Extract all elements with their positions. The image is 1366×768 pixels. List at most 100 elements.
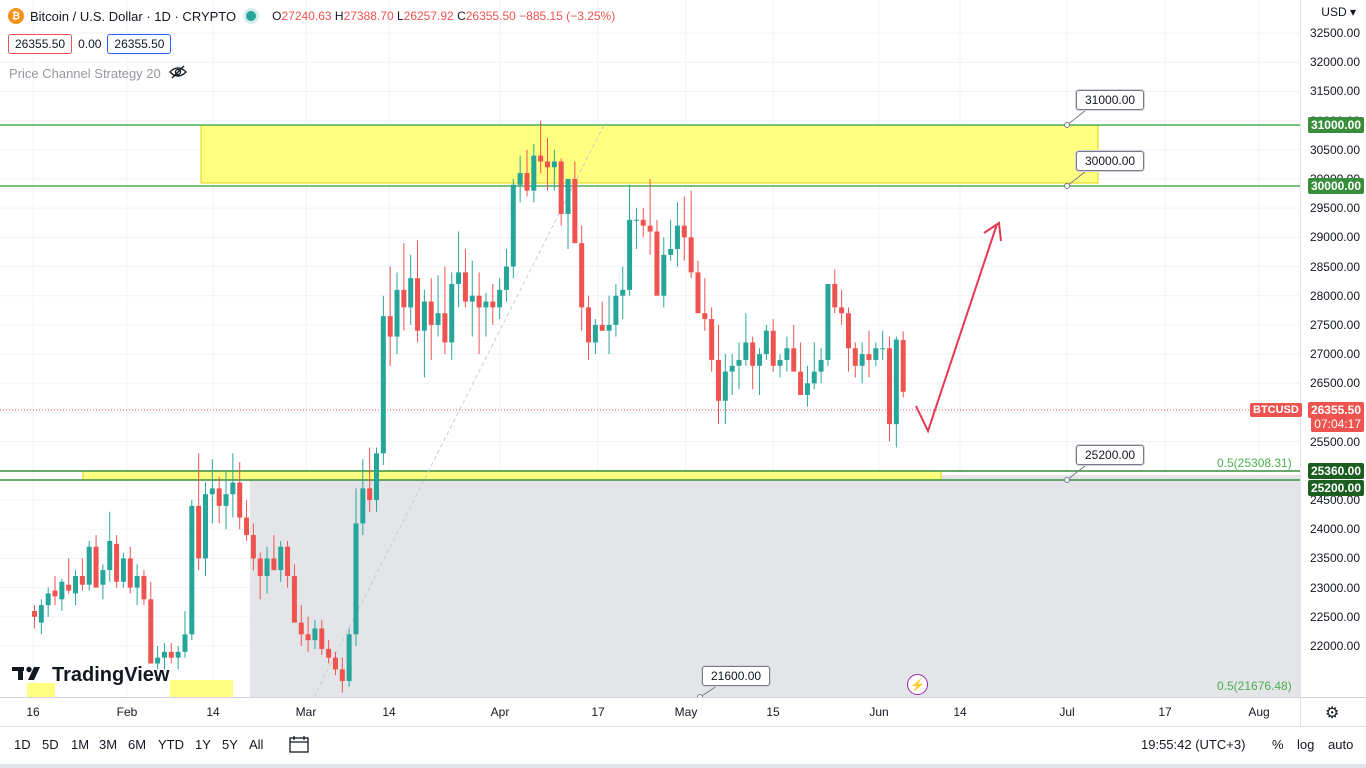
candle-body [59,581,65,600]
candle-body [545,161,550,168]
callout-anchor [697,694,703,697]
fib-shade-region [250,475,1300,697]
candle-body [832,284,838,308]
candle-body [394,289,400,337]
price-tick-label: 27000.00 [1309,347,1360,362]
candle-body [250,535,256,559]
eye-crossed-icon[interactable] [168,65,187,82]
bar-countdown-tag: 07:04:17 [1311,416,1364,432]
gear-icon[interactable]: ⚙ [1325,705,1340,722]
forecast-arrow [915,223,998,434]
candle-body [763,330,769,355]
candle-body [558,161,564,214]
candle-body [620,289,626,296]
price-chart[interactable] [0,0,1300,697]
candle-body [551,161,557,168]
candle-body [380,316,386,454]
callout-31000[interactable]: 31000.00 [1076,90,1145,110]
log-toggle[interactable]: log [1297,737,1315,752]
current-price-tag: 26355.50 [1307,402,1364,418]
callout-anchor [1064,183,1070,189]
currency-selector[interactable]: USD ▾ [1321,5,1356,19]
callout-30000[interactable]: 30000.00 [1076,151,1145,171]
callout-25200[interactable]: 25200.00 [1076,445,1145,465]
timeframe-all-button[interactable]: All [249,737,264,752]
indicator-name[interactable]: Price Channel Strategy 20 [9,66,161,81]
lightning-icon[interactable]: ⚡ [907,674,928,695]
timeframe-1d-button[interactable]: 1D [14,737,31,752]
price-tag-30000: 30000.00 [1307,178,1364,194]
candle-body [825,284,831,360]
candle-body [168,651,174,658]
axis-settings[interactable]: ⚙ [1300,697,1366,726]
time-tick-label: Jun [869,705,889,719]
auto-toggle[interactable]: auto [1328,737,1354,752]
candle-body [141,575,147,600]
candle-body [681,225,687,238]
price-tick-label: 24000.00 [1309,522,1360,537]
candle-body [155,657,161,664]
support-zone [82,470,942,481]
candle-body [45,593,51,606]
candle-body [702,313,708,320]
candle-body [38,605,44,623]
price-tick-label: 27500.00 [1309,317,1360,332]
candle-body [586,307,592,343]
time-tick-label: Apr [490,705,510,719]
candle-body [387,316,393,337]
chart-pane[interactable]: ₿ Bitcoin / U.S. Dollar · 1D · CRYPTO O2… [0,0,1300,697]
candle-body [688,237,694,273]
time-axis[interactable]: 16 Feb 14 Mar 14 Apr 17 May 15 Jun 14 Jul 17 Aug [0,697,1300,726]
symbol-title[interactable]: Bitcoin / U.S. Dollar · 1D · CRYPTO [30,8,237,24]
candle-body [237,482,243,518]
indicator-legend[interactable]: Price Channel Strategy 20 [9,65,187,82]
candle-body [476,295,482,308]
tradingview-logo[interactable]: TradingView [12,664,169,687]
candle-body [757,354,763,366]
price-axis[interactable]: USD ▾ 32500.00 32000.00 31500.00 31000.00 30… [1300,0,1366,697]
candle-body [100,570,106,585]
timeframe-5d-button[interactable]: 5D [42,737,59,752]
candle-body [223,494,229,506]
candle-body [326,648,332,658]
candle-body [298,622,304,635]
callout-21600[interactable]: 21600.00 [702,666,771,686]
timeframe-6m-button[interactable]: 6M [128,737,147,752]
candle-body [640,219,646,226]
timeframe-5y-button[interactable]: 5Y [222,737,238,752]
candle-body [736,359,742,366]
candle-body [729,365,735,372]
zone-small-left [27,683,55,697]
timeframe-1m-button[interactable]: 1M [71,737,90,752]
price-tick-label: 29500.00 [1309,201,1360,216]
candle-body [469,295,475,302]
market-status-icon[interactable] [246,11,257,21]
candle-body [456,272,462,285]
callout-anchor [1064,122,1070,128]
candle-body [674,225,680,250]
candle-body [811,371,817,384]
candle-body [668,249,674,255]
buy-price-box[interactable]: 26355.50 [107,34,172,54]
sell-price-box[interactable]: 26355.50 [8,34,73,54]
time-tick-label: Aug [1248,705,1270,719]
clock-display[interactable]: 19:55:42 (UTC+3) [1141,737,1246,752]
calendar-range-icon[interactable] [289,735,309,756]
timeframe-1y-button[interactable]: 1Y [195,737,211,752]
percent-toggle[interactable]: % [1272,737,1284,752]
candle-body [339,669,345,682]
candle-body [79,575,85,585]
price-change: −885.15 (−3.25%) [519,9,616,23]
candle-body [873,348,879,360]
candle-body [791,348,797,372]
brand-name: TradingView [52,664,170,686]
candle-body [161,651,167,658]
candle-body [722,371,728,401]
timeframe-3m-button[interactable]: 3M [99,737,118,752]
candle-body [490,301,496,308]
candle-body [654,231,660,296]
timeframe-ytd-button[interactable]: YTD [158,737,184,752]
candle-body [209,488,215,495]
price-tag-25360: 25360.00 [1307,463,1364,479]
